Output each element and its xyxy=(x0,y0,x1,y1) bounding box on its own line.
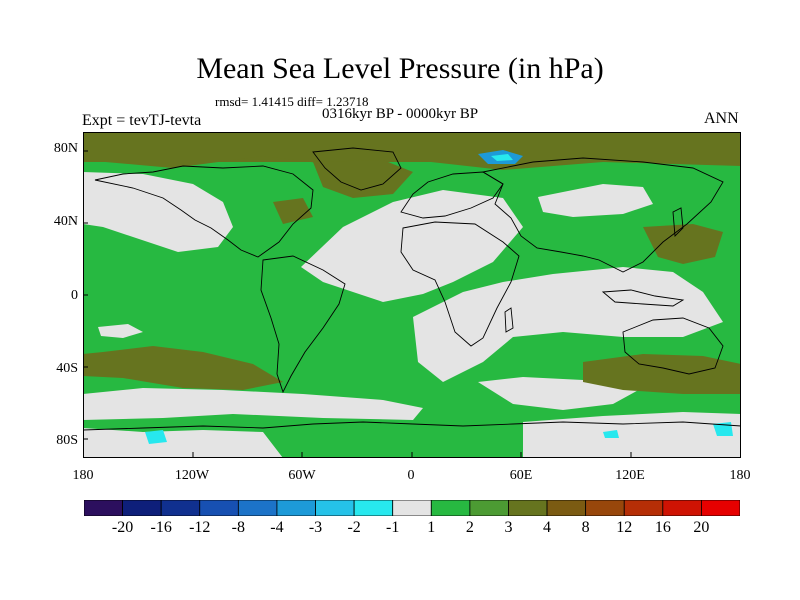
map-frame xyxy=(83,132,741,458)
lon-tick-180e: 180 xyxy=(729,468,751,483)
colorbar-box xyxy=(160,500,201,516)
field-grey-asia xyxy=(538,184,653,217)
coastlines xyxy=(83,147,741,431)
colorbar-box xyxy=(585,500,625,516)
period-text: 0316kyr BP - 0000kyr BP xyxy=(322,106,479,122)
lon-tick-120e: 120E xyxy=(615,468,645,483)
colorbar-label: -8 xyxy=(231,519,245,536)
colorbar-box xyxy=(237,500,278,516)
colorbar-box xyxy=(469,500,509,516)
colorbar-box xyxy=(122,500,162,516)
lon-tick-120w: 120W xyxy=(174,468,210,483)
coast-africa xyxy=(400,221,520,347)
field-grey-atlantic-band xyxy=(301,190,523,302)
colorbar-label: 4 xyxy=(543,519,552,536)
coast-north-america xyxy=(94,165,314,258)
colorbar-box xyxy=(315,500,355,516)
colorbar-label: 16 xyxy=(654,519,671,536)
coast-madagascar xyxy=(504,307,514,333)
lat-tick-0: 0 xyxy=(71,288,78,303)
field-olive-greenland xyxy=(313,160,413,198)
field-olive-south-pacific xyxy=(83,346,283,390)
field-grey-patch-pacific xyxy=(98,324,143,338)
lon-tick-0: 0 xyxy=(407,468,415,483)
field-grey-southern-ocean-west xyxy=(83,388,423,420)
colorbar-box xyxy=(84,500,123,516)
lon-tick-60e: 60E xyxy=(509,468,533,483)
colorbar-box xyxy=(276,500,316,516)
field-grey-pacific-north xyxy=(83,172,233,252)
colorbar-box xyxy=(623,500,664,516)
lat-tick-40n: 40N xyxy=(53,214,78,229)
pressure-difference-map xyxy=(83,132,741,458)
colorbar-box xyxy=(508,500,548,516)
stats-text: rmsd= 1.41415 diff= 1.23718 xyxy=(215,94,369,109)
lat-tick-40s: 40S xyxy=(56,361,78,376)
colorbar-box xyxy=(353,500,394,516)
coast-australia xyxy=(622,317,724,375)
chart-title: Mean Sea Level Pressure (in hPa) xyxy=(196,52,604,85)
coast-asia xyxy=(481,157,724,273)
field-olive-north-edge xyxy=(83,132,741,170)
field-olive-north-pacific xyxy=(643,224,723,264)
field-olive-south-indian xyxy=(583,354,741,394)
colorbar-label: 1 xyxy=(427,519,436,536)
field-cyan-barents xyxy=(491,154,513,161)
lat-tick-80s: 80S xyxy=(56,433,78,448)
colorbar xyxy=(84,500,740,516)
colorbar-label: 8 xyxy=(581,519,590,536)
coast-indonesia xyxy=(601,289,685,307)
colorbar-label: -2 xyxy=(347,519,361,536)
coast-south-america xyxy=(260,255,346,394)
colorbar-label: -3 xyxy=(308,519,323,536)
colorbar-label: 20 xyxy=(693,519,710,536)
field-grey-antarctic-east xyxy=(523,412,741,458)
lon-tick-180w: 180 xyxy=(72,468,94,483)
colorbar-label: 2 xyxy=(465,519,474,536)
colorbar-label: -16 xyxy=(150,519,172,536)
colorbar-label: -12 xyxy=(189,519,211,536)
season-label: ANN xyxy=(704,110,739,127)
colorbar-label: 12 xyxy=(616,519,633,536)
coast-japan xyxy=(672,207,684,238)
lat-tick-80n: 80N xyxy=(53,141,78,156)
field-grey-indian-ocean xyxy=(413,267,723,382)
colorbar-box xyxy=(199,500,239,516)
experiment-label: Expt = tevTJ-tevta xyxy=(82,112,202,129)
colorbar-label: -4 xyxy=(270,519,284,536)
field-olive-north-america xyxy=(273,198,313,224)
colorbar-box xyxy=(662,500,702,516)
colorbar-box xyxy=(392,500,432,516)
colorbar-label: -1 xyxy=(386,519,400,536)
colorbar-label: 3 xyxy=(504,519,513,536)
colorbar-box xyxy=(701,500,740,516)
coast-antarctica xyxy=(83,421,741,431)
field-cyan-antarctic-east xyxy=(603,430,619,438)
field-cyan-antarctic xyxy=(145,430,167,444)
lon-tick-60w: 60W xyxy=(288,468,316,483)
coast-greenland xyxy=(312,147,402,191)
colorbar-box xyxy=(430,500,471,516)
field-grey-antarctic-west xyxy=(83,428,283,458)
colorbar-box xyxy=(546,500,587,516)
colorbar-label: -20 xyxy=(111,519,134,536)
